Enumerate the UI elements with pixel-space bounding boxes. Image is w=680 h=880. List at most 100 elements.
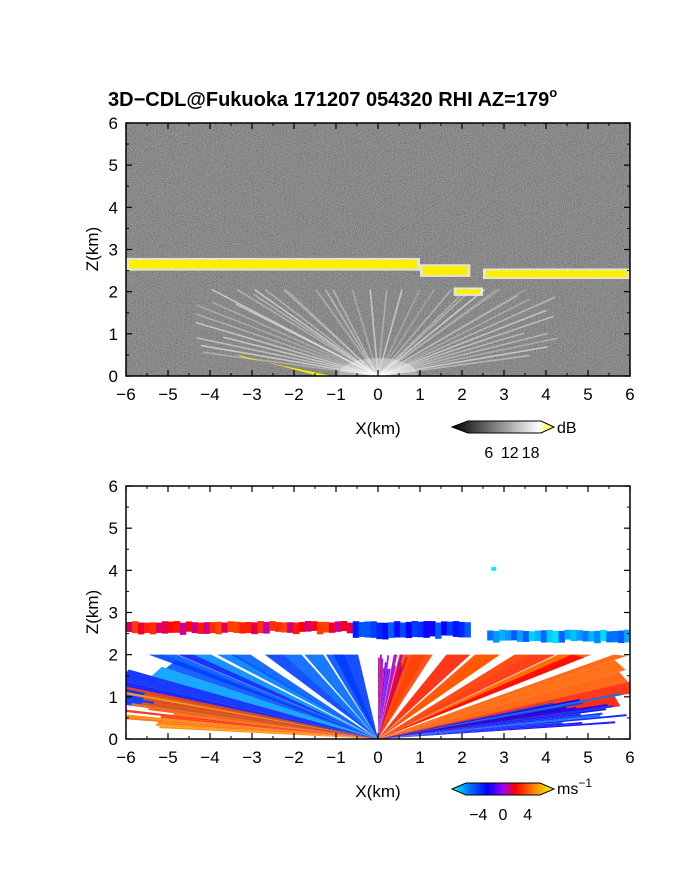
- layer-cell: [143, 622, 151, 633]
- layer-cell: [429, 621, 436, 637]
- fan-segment: [304, 654, 378, 739]
- x-tick-label: 1: [415, 748, 424, 767]
- layer-cell: [594, 630, 601, 644]
- x-axis-label: X(km): [355, 419, 400, 438]
- x-tick-label: −6: [116, 748, 135, 767]
- beam-echo: [377, 298, 531, 376]
- y-tick-label: 2: [109, 646, 118, 665]
- layer-cell: [137, 622, 145, 635]
- beam-echo: [377, 346, 548, 376]
- axes: −6 −5 −4 −3 −2 −1 0 1 2 3 4 5 6 0 1 2 3 4 5 6: [109, 114, 635, 404]
- layer-cell: [522, 631, 530, 642]
- fan-segment: [378, 659, 626, 739]
- fan-segment: [378, 654, 627, 739]
- beam-echo: [377, 288, 497, 376]
- beam-echo: [377, 288, 500, 376]
- beam-echo: [351, 289, 379, 376]
- x-tick-label: −5: [158, 385, 177, 404]
- layer-cell: [505, 630, 512, 641]
- fan-segment: [126, 681, 378, 739]
- fan-segment: [264, 654, 378, 739]
- y-tick-label: 4: [109, 561, 118, 580]
- layer-cell: [376, 622, 383, 640]
- beam-echo: [377, 296, 556, 376]
- x-tick-label: −2: [284, 748, 303, 767]
- layer-cell: [233, 621, 240, 633]
- layer-cell: [322, 621, 330, 633]
- fan-segment: [378, 669, 399, 739]
- fan-segment: [325, 654, 378, 739]
- beam-echo: [369, 289, 379, 376]
- fan-segment: [378, 669, 389, 739]
- layer-cell: [618, 630, 625, 644]
- beam-echo: [377, 309, 547, 376]
- y-axis-label: Z(km): [83, 590, 102, 634]
- layer-cell: [131, 621, 139, 634]
- fan-segment: [126, 714, 378, 739]
- colorbar-tick-label: −4: [469, 807, 487, 824]
- x-axis-label: X(km): [355, 782, 400, 801]
- beam-echo: [377, 332, 548, 376]
- layer-cell: [311, 621, 318, 631]
- beam-echo: [377, 354, 531, 376]
- layer-cell: [511, 630, 518, 641]
- fan-segment: [378, 706, 577, 739]
- layer-cell: [446, 621, 454, 636]
- layer-cell: [558, 630, 566, 643]
- fan-segment: [378, 668, 391, 739]
- fan-segment: [378, 658, 384, 739]
- y-tick-label: 6: [109, 477, 118, 496]
- reflectivity-data: [126, 257, 630, 376]
- y-tick-label: 2: [109, 283, 118, 302]
- fan-segment: [159, 726, 378, 739]
- layer-cell: [388, 622, 395, 638]
- x-tick-label: 6: [625, 748, 634, 767]
- fan-segment: [378, 714, 601, 739]
- fan-segment: [378, 657, 408, 739]
- beam-echo: [377, 289, 421, 376]
- layer-cell: [352, 621, 360, 638]
- layer-cell: [358, 622, 366, 637]
- x-tick-label: −1: [326, 385, 345, 404]
- colorbar: dB 6 12 18: [450, 420, 577, 462]
- beam-echo: [377, 288, 486, 376]
- layer-cell: [399, 622, 407, 638]
- fan-segment: [126, 669, 378, 739]
- x-tick-label: −6: [116, 385, 135, 404]
- x-tick-label: 5: [583, 748, 592, 767]
- x-tick-label: −3: [242, 385, 261, 404]
- layer-cell: [516, 630, 524, 642]
- fan-segment: [378, 705, 614, 739]
- layer-cell: [570, 629, 577, 642]
- beam-echo: [377, 295, 518, 376]
- fan-segment: [378, 693, 622, 739]
- fan-segment: [148, 707, 378, 739]
- layer-cell: [600, 629, 607, 642]
- layer-core: [129, 259, 417, 269]
- fan-segment: [378, 666, 397, 739]
- fan-segment: [378, 662, 387, 739]
- fan-segment: [282, 654, 378, 739]
- layer-cell: [546, 629, 554, 643]
- y-tick-label: 6: [109, 114, 118, 133]
- fan-segment: [193, 654, 378, 739]
- fan-segment: [378, 654, 572, 739]
- layer-cell: [203, 622, 211, 634]
- layer-cell: [423, 621, 430, 638]
- layer-cell: [528, 631, 536, 642]
- layer-cell: [364, 621, 371, 638]
- layer-cell: [564, 629, 571, 640]
- fan-segment: [148, 654, 378, 739]
- fan-segment: [155, 723, 378, 739]
- beam-echo: [196, 337, 379, 376]
- beam-echo: [377, 288, 527, 376]
- fan-segment: [378, 702, 555, 739]
- x-tick-label: −3: [242, 748, 261, 767]
- layer-cell: [239, 622, 246, 634]
- beam-echo: [377, 337, 559, 376]
- layer-cell: [435, 622, 442, 639]
- beam-echo: [195, 313, 379, 376]
- beam-echo: [254, 288, 379, 376]
- near-range-echo: [338, 358, 418, 376]
- colorbar-tick-label: 12: [501, 445, 519, 462]
